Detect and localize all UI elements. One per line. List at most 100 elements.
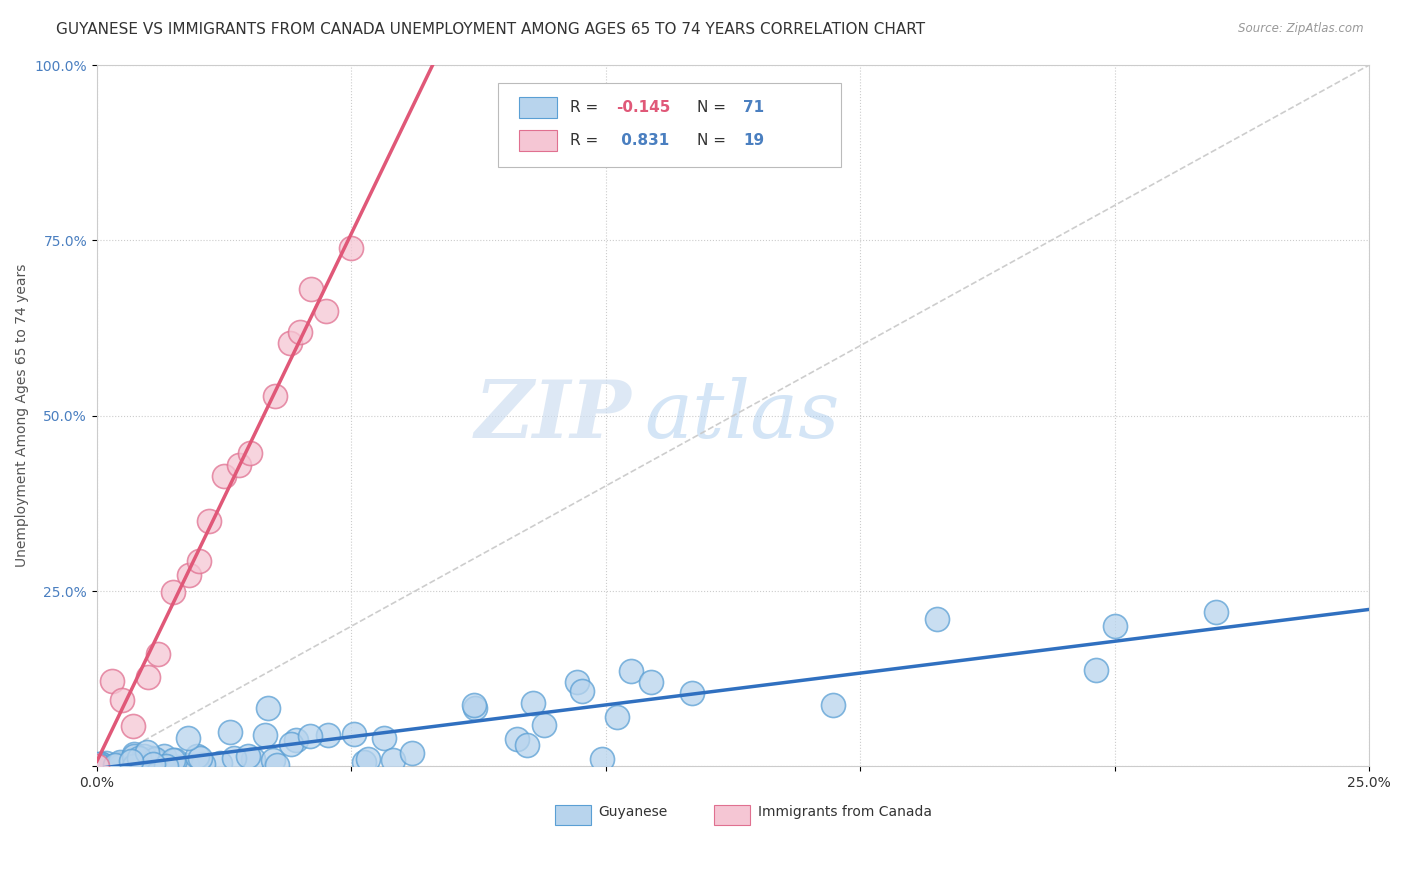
Text: N =: N =: [697, 100, 731, 115]
Point: [516, 738, 538, 752]
Point: [186, 748, 208, 763]
Point: [228, 458, 250, 472]
Point: [278, 336, 301, 351]
Point: [198, 514, 221, 528]
Point: [821, 698, 844, 712]
Point: [239, 446, 262, 460]
Point: [681, 686, 703, 700]
Point: [90, 756, 112, 771]
Point: [132, 748, 155, 763]
Point: [90, 756, 112, 771]
Point: [1205, 605, 1227, 619]
Point: [353, 755, 375, 769]
Point: [605, 710, 627, 724]
Point: [110, 756, 132, 771]
Point: [1104, 619, 1126, 633]
Point: [262, 754, 284, 768]
Point: [253, 728, 276, 742]
Point: [120, 754, 142, 768]
Point: [108, 759, 131, 773]
FancyBboxPatch shape: [498, 83, 841, 167]
Text: 19: 19: [744, 133, 765, 148]
Point: [163, 753, 186, 767]
Y-axis label: Unemployment Among Ages 65 to 74 years: Unemployment Among Ages 65 to 74 years: [15, 264, 30, 567]
Point: [122, 747, 145, 761]
Point: [108, 756, 131, 771]
Point: [571, 684, 593, 698]
Point: [316, 728, 339, 742]
Point: [162, 759, 184, 773]
Point: [101, 759, 124, 773]
Point: [315, 304, 337, 318]
Point: [104, 758, 127, 772]
Point: [187, 553, 209, 567]
Point: [104, 757, 127, 772]
Point: [121, 719, 143, 733]
Point: [143, 751, 166, 765]
Text: Guyanese: Guyanese: [598, 805, 668, 819]
Point: [191, 757, 214, 772]
Text: atlas: atlas: [644, 377, 839, 455]
Point: [177, 731, 200, 746]
Text: ZIP: ZIP: [474, 377, 631, 455]
Point: [266, 758, 288, 772]
Point: [224, 751, 246, 765]
Point: [257, 701, 280, 715]
Point: [927, 612, 949, 626]
Point: [101, 674, 124, 689]
Text: 0.831: 0.831: [616, 133, 669, 148]
Point: [141, 750, 163, 764]
Point: [87, 756, 110, 771]
Point: [463, 698, 485, 713]
Point: [177, 568, 200, 582]
Point: [285, 733, 308, 747]
Point: [212, 469, 235, 483]
Point: [188, 750, 211, 764]
Point: [122, 749, 145, 764]
Point: [591, 752, 613, 766]
Point: [155, 759, 177, 773]
Point: [343, 727, 366, 741]
FancyBboxPatch shape: [519, 130, 557, 152]
Point: [533, 718, 555, 732]
Point: [373, 731, 395, 746]
Point: [142, 756, 165, 771]
Point: [110, 755, 132, 769]
Point: [209, 756, 232, 771]
Text: -0.145: -0.145: [616, 100, 671, 115]
FancyBboxPatch shape: [714, 805, 749, 825]
Point: [136, 670, 159, 684]
Point: [96, 756, 118, 770]
Point: [152, 749, 174, 764]
Point: [112, 758, 135, 772]
Point: [640, 675, 662, 690]
Text: Immigrants from Canada: Immigrants from Canada: [758, 805, 932, 819]
Point: [357, 752, 380, 766]
Point: [238, 749, 260, 764]
Point: [620, 664, 643, 678]
Point: [111, 693, 134, 707]
Point: [136, 745, 159, 759]
FancyBboxPatch shape: [555, 805, 591, 825]
Point: [89, 759, 111, 773]
Point: [464, 701, 486, 715]
Point: [382, 753, 405, 767]
Point: [298, 729, 321, 743]
Point: [242, 752, 264, 766]
Point: [162, 584, 184, 599]
Point: [86, 759, 108, 773]
Point: [340, 241, 363, 255]
Text: R =: R =: [571, 100, 603, 115]
Point: [1084, 663, 1107, 677]
Point: [567, 674, 589, 689]
Text: Source: ZipAtlas.com: Source: ZipAtlas.com: [1239, 22, 1364, 36]
Point: [124, 755, 146, 769]
Point: [146, 647, 169, 661]
Point: [219, 725, 242, 739]
Text: N =: N =: [697, 133, 731, 148]
Text: 71: 71: [744, 100, 765, 115]
Point: [506, 732, 529, 747]
Point: [162, 753, 184, 767]
Point: [264, 389, 287, 403]
Point: [299, 282, 322, 296]
